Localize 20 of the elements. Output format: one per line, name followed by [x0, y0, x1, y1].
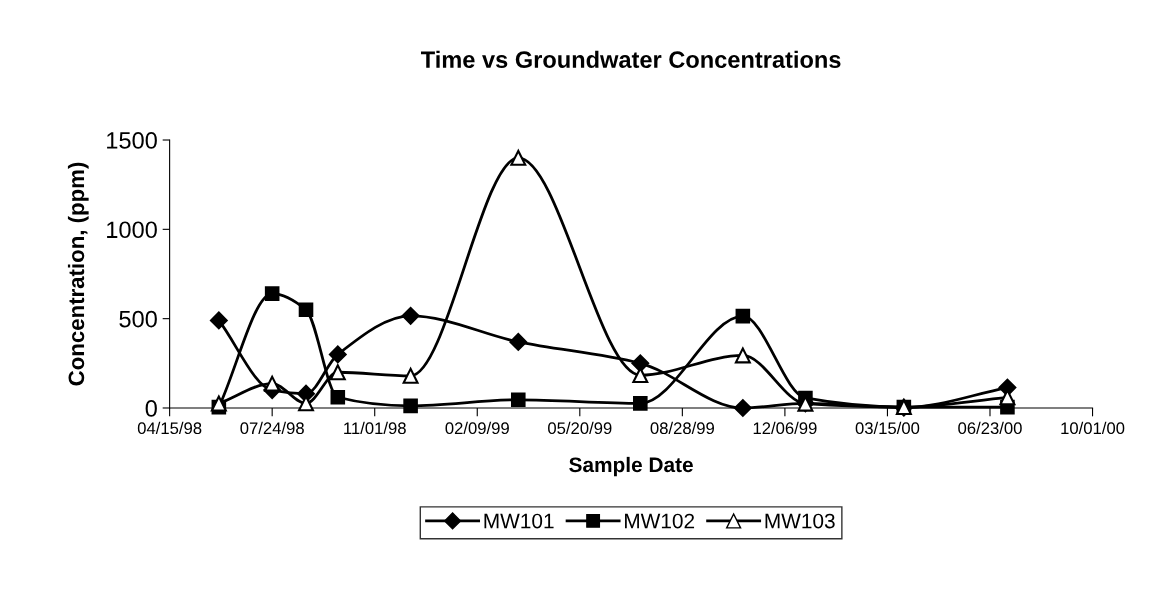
- y-tick-label: 1500: [107, 132, 157, 149]
- x-tick-label: 08/28/99: [650, 421, 714, 435]
- y-axis-title: Concentration, (ppm): [67, 162, 89, 386]
- legend-label: MW103: [765, 513, 835, 529]
- y-tick-label: 1000: [107, 221, 157, 239]
- legend-label: MW102: [625, 513, 695, 529]
- x-tick-label: 04/15/98: [137, 421, 202, 435]
- x-tick-label: 11/01/98: [344, 421, 406, 435]
- x-tick-label: 06/23/00: [958, 421, 1022, 435]
- x-tick-label: 07/24/98: [240, 421, 304, 435]
- y-tick-label: 500: [119, 310, 157, 328]
- x-tick-label: 02/09/99: [445, 421, 509, 435]
- y-tick-label: 0: [145, 400, 157, 417]
- x-tick-label: 10/01/00: [1061, 421, 1125, 435]
- x-tick-label: 03/15/00: [855, 421, 920, 435]
- x-tick-label: 12/06/99: [753, 421, 817, 435]
- legend-label: MW101: [484, 513, 554, 529]
- x-axis-title: Sample Date: [569, 456, 693, 477]
- x-tick-label: 05/20/99: [548, 421, 612, 435]
- chart-title: Time vs Groundwater Concentrations: [421, 50, 841, 69]
